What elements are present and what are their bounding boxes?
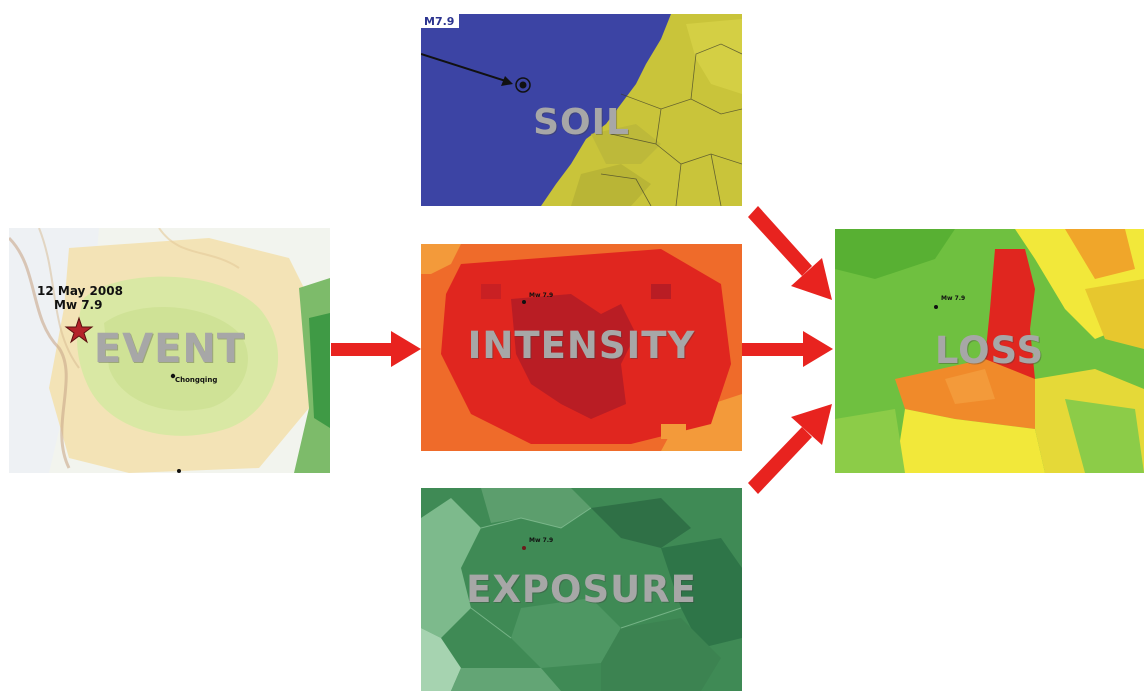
epicenter-star-icon: [64, 316, 94, 344]
exposure-map: [421, 488, 742, 691]
event-map-panel: 12 May 2008 Mw 7.9 Chongqing EVENT: [9, 228, 330, 473]
event-label: EVENT: [93, 326, 246, 372]
exposure-map-panel: Mw 7.9 EXPOSURE: [421, 488, 742, 691]
arrow-event-to-intensity: [331, 331, 421, 367]
soil-epicenter-marker-icon: [515, 77, 531, 93]
loss-map-panel: Mw 7.9 LOSS: [835, 229, 1144, 473]
exposure-label: EXPOSURE: [466, 568, 697, 611]
intensity-map: [421, 244, 742, 451]
intensity-label: INTENSITY: [467, 324, 696, 367]
arrow-intensity-to-loss: [742, 331, 833, 367]
arrow-soil-to-loss: [748, 206, 832, 300]
exposure-magnitude-label: Mw 7.9: [529, 537, 554, 544]
arrow-exposure-to-loss: [748, 404, 832, 494]
event-date-label: 12 May 2008: [37, 284, 123, 298]
loss-label: LOSS: [934, 329, 1045, 372]
soil-magnitude-label: M7.9: [424, 15, 455, 28]
soil-label: SOIL: [533, 102, 630, 143]
intensity-map-panel: Mw 7.9 INTENSITY: [421, 244, 742, 451]
soil-map: [421, 14, 742, 206]
loss-magnitude-label: Mw 7.9: [941, 295, 966, 302]
intensity-magnitude-label: Mw 7.9: [529, 292, 554, 299]
soil-map-panel: M7.9 SOIL: [421, 14, 742, 206]
event-magnitude-label: Mw 7.9: [54, 298, 103, 312]
city-label-chongqing: Chongqing: [175, 376, 218, 384]
event-map: [9, 228, 330, 473]
loss-map: [835, 229, 1144, 473]
